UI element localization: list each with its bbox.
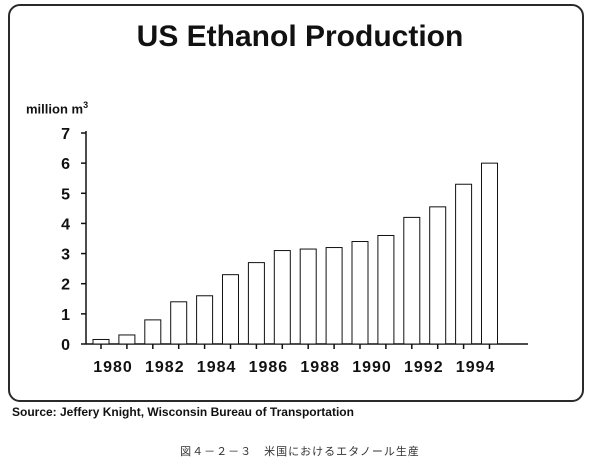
bar <box>403 216 421 345</box>
y-tick-label: 1 <box>61 307 70 324</box>
chart-plot-area: 0 1 2 3 4 5 6 7 1980 1982 1984 1986 1988 1990 1992 1994 <box>61 126 528 376</box>
source-note: Source: Jeffery Knight, Wisconsin Bureau… <box>12 405 354 419</box>
y-tick-label: 6 <box>61 156 70 173</box>
y-tick-label: 7 <box>61 126 70 143</box>
bar <box>170 301 188 345</box>
y-tick-label: 0 <box>61 337 70 354</box>
y-axis-unit-label: million m3 <box>26 100 88 116</box>
bar <box>429 206 447 345</box>
bar <box>247 262 265 345</box>
y-tick-label: 2 <box>61 277 70 294</box>
x-tick-label: 1992 <box>404 359 444 376</box>
x-tick-label: 1994 <box>456 359 496 376</box>
x-tick-label: 1988 <box>300 359 340 376</box>
bar <box>325 247 343 345</box>
bar <box>481 162 498 345</box>
bar <box>299 248 317 345</box>
bar <box>351 241 369 345</box>
bar <box>144 319 162 345</box>
bar <box>118 334 136 345</box>
bar <box>377 234 395 345</box>
y-axis-unit-superscript: 3 <box>83 100 89 110</box>
bar <box>92 338 110 345</box>
y-axis-unit-text: million m <box>26 101 84 117</box>
chart-title: US Ethanol Production <box>136 20 464 53</box>
y-tick-label: 3 <box>61 247 70 264</box>
figure-caption: 図４－２－３ 米国におけるエタノール生産 <box>180 445 420 458</box>
y-tick-label: 5 <box>61 186 70 203</box>
bar <box>273 250 291 345</box>
x-tick-label: 1980 <box>93 359 133 376</box>
bar <box>455 183 473 345</box>
bar <box>222 274 239 345</box>
x-tick-label: 1984 <box>197 359 237 376</box>
y-tick-label: 4 <box>61 216 70 233</box>
x-tick-label: 1982 <box>145 359 185 376</box>
x-tick-label: 1986 <box>249 359 289 376</box>
bar <box>196 295 214 345</box>
x-tick-label: 1990 <box>352 359 392 376</box>
